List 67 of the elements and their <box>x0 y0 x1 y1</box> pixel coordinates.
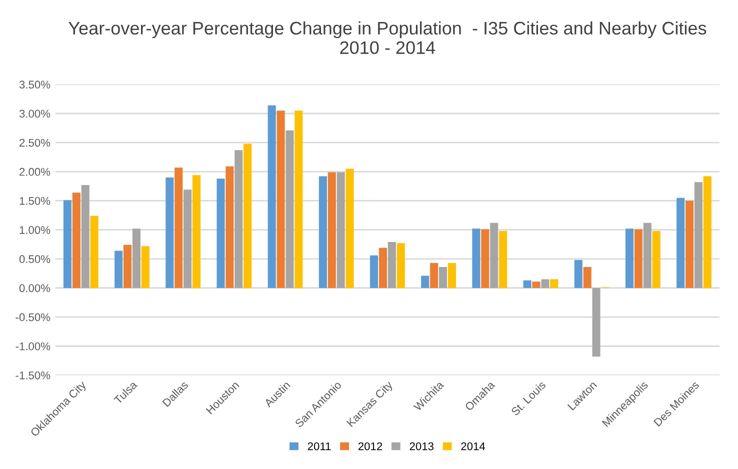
legend-label: 2013 <box>410 442 434 450</box>
bar <box>574 260 582 288</box>
bar <box>438 267 448 288</box>
bar <box>268 105 276 288</box>
y-tick-label: -0.50% <box>16 313 50 322</box>
bar <box>625 228 634 288</box>
bar <box>318 176 327 288</box>
bar <box>141 246 150 288</box>
bar <box>276 110 285 288</box>
bar <box>472 228 480 288</box>
bar <box>396 243 405 288</box>
bar <box>694 182 702 288</box>
bar <box>499 230 508 288</box>
bar <box>634 229 642 288</box>
y-tick-label: -1.00% <box>16 342 50 350</box>
legend-label: 2012 <box>358 442 382 450</box>
bar <box>114 250 123 288</box>
bar <box>378 248 388 288</box>
bar <box>63 200 72 288</box>
bar <box>286 130 294 288</box>
bar <box>448 262 456 288</box>
bar <box>541 279 550 288</box>
bar <box>234 150 243 288</box>
bar <box>686 200 694 288</box>
bar <box>81 185 90 288</box>
bar <box>703 176 712 288</box>
bar <box>123 244 132 288</box>
y-tick-label: 0.00% <box>19 284 50 292</box>
bar <box>346 168 354 288</box>
bar <box>174 168 183 288</box>
bar <box>294 110 303 288</box>
y-tick-label: 3.00% <box>19 110 50 118</box>
bar <box>216 178 225 288</box>
bar <box>90 216 98 288</box>
legend-label: 2014 <box>461 442 486 450</box>
bar <box>244 144 252 288</box>
bar <box>421 276 430 288</box>
bar <box>430 262 438 288</box>
bar <box>676 198 685 288</box>
y-tick-label: 2.50% <box>20 138 50 147</box>
bar <box>532 282 540 288</box>
y-tick-label: 0.50% <box>19 255 50 264</box>
bar <box>72 192 80 288</box>
bar <box>388 242 396 288</box>
bar <box>583 267 592 288</box>
bar <box>336 172 345 288</box>
bar <box>523 280 532 288</box>
chart-title: Year-over-year Percentage Change in Population - I35 Cities and Nearby Cities 2010 - 2014 <box>68 21 706 54</box>
bar <box>490 222 498 288</box>
bar <box>132 228 140 288</box>
bar <box>370 255 378 288</box>
bar <box>481 229 490 288</box>
bar <box>592 288 600 357</box>
bar <box>192 175 201 288</box>
bar <box>550 279 558 288</box>
bar <box>166 177 174 288</box>
y-tick-label: -1.50% <box>16 371 50 380</box>
y-tick-label: 1.00% <box>20 226 50 234</box>
bar <box>652 230 660 288</box>
bar <box>226 166 234 288</box>
bar <box>184 190 192 288</box>
y-tick-label: 2.00% <box>20 168 50 176</box>
bar <box>643 222 652 288</box>
y-tick-label: 1.50% <box>20 197 50 205</box>
legend-label: 2011 <box>308 442 331 450</box>
bar <box>328 172 336 288</box>
y-tick-label: 3.50% <box>19 80 50 89</box>
